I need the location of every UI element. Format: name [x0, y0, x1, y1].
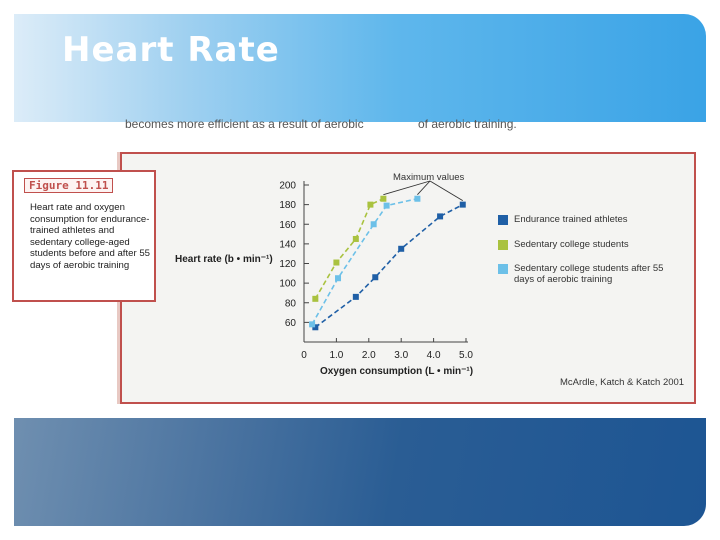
legend-swatch-after-training	[498, 264, 508, 274]
data-point-sedentary	[367, 201, 374, 208]
x-tick-label: 3.0	[394, 350, 408, 361]
cutoff-text-right: of aerobic training.	[418, 117, 517, 131]
annotation-arrow	[417, 180, 431, 196]
y-tick-label: 160	[279, 220, 296, 231]
y-tick-label: 180	[279, 200, 296, 211]
x-tick-label: 2.0	[362, 350, 376, 361]
legend-item-after-training: Sedentary college students after 55 days…	[498, 263, 664, 285]
legend-item-sedentary: Sedentary college students	[498, 239, 664, 250]
data-point-after_training	[309, 321, 316, 328]
x-axis-label: Oxygen consumption (L • min⁻¹)	[320, 366, 474, 377]
x-tick-label: 1.0	[329, 350, 343, 361]
data-point-endurance	[398, 245, 405, 252]
legend-swatch-sedentary	[498, 240, 508, 250]
data-point-endurance	[312, 324, 319, 331]
legend-label-endurance: Endurance trained athletes	[514, 214, 628, 225]
cutoff-text-left: becomes more efficient as a result of ae…	[125, 117, 364, 131]
data-point-sedentary	[312, 295, 319, 302]
title-bar	[14, 14, 706, 122]
x-tick-label: 0	[301, 350, 307, 361]
legend-label-sedentary: Sedentary college students	[514, 239, 629, 250]
legend-item-endurance: Endurance trained athletes	[498, 214, 664, 225]
maximum-values-annotation: Maximum values	[393, 172, 465, 183]
data-point-after_training	[370, 221, 377, 228]
series-line-after_training	[311, 197, 418, 325]
data-point-sedentary	[352, 235, 359, 242]
figure-label: Figure 11.11	[24, 178, 114, 193]
y-tick-label: 200	[279, 181, 296, 192]
data-point-endurance	[437, 213, 444, 220]
footer-band	[14, 418, 706, 526]
y-tick-label: 120	[279, 259, 296, 270]
y-tick-label: 140	[279, 239, 296, 250]
y-tick-label: 100	[279, 279, 296, 290]
data-point-sedentary	[333, 259, 340, 266]
legend-label-after-training: Sedentary college students after 55 days…	[514, 263, 664, 285]
data-point-endurance	[352, 293, 359, 300]
y-tick-label: 80	[285, 298, 297, 309]
x-tick-label: 5.0	[459, 350, 473, 361]
data-point-after_training	[383, 202, 390, 209]
annotation-arrow	[429, 180, 463, 202]
figure-credit: McArdle, Katch & Katch 2001	[560, 377, 685, 388]
x-tick-label: 4.0	[427, 350, 441, 361]
y-tick-label: 60	[285, 318, 297, 329]
annotation-arrow	[383, 180, 431, 196]
data-point-after_training	[414, 195, 421, 202]
data-point-endurance	[459, 201, 466, 208]
slide-title: Heart Rate	[62, 30, 280, 70]
data-point-sedentary	[380, 195, 387, 202]
figure-panel	[120, 152, 696, 404]
series-line-endurance	[314, 203, 464, 328]
legend-swatch-endurance	[498, 215, 508, 225]
y-axis-label: Heart rate (b • min⁻¹)	[175, 254, 273, 265]
caption-box: Figure 11.11 Heart rate and oxygen consu…	[12, 170, 156, 302]
series-line-sedentary	[314, 197, 384, 300]
figure-caption: Heart rate and oxygen consumption for en…	[30, 202, 151, 271]
data-point-after_training	[335, 275, 342, 282]
data-point-endurance	[372, 274, 379, 281]
